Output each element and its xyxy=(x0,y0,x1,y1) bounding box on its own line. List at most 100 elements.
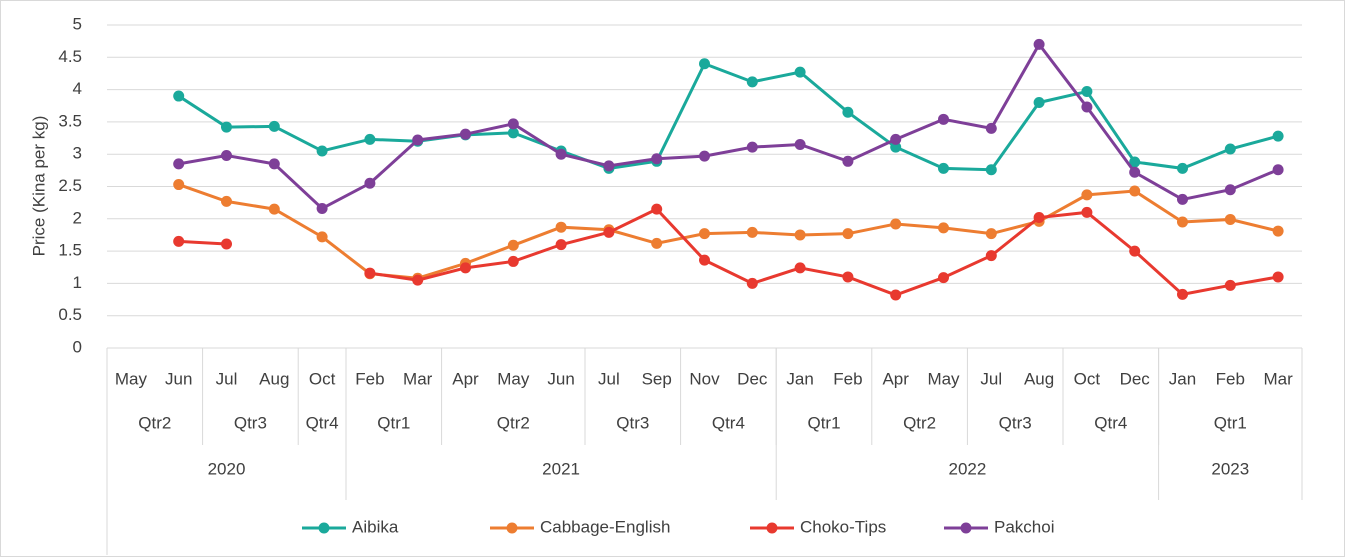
data-point xyxy=(938,272,949,284)
data-point xyxy=(890,289,902,301)
data-point xyxy=(221,149,232,161)
y-tick-label: 4.5 xyxy=(58,47,82,66)
data-point xyxy=(603,226,615,238)
y-tick-label: 4 xyxy=(73,79,82,98)
quarter-label: Qtr1 xyxy=(807,413,840,432)
data-point xyxy=(938,222,949,234)
legend-label: Cabbage-English xyxy=(540,517,670,536)
series-line xyxy=(177,61,1279,172)
x-tick-label: Dec xyxy=(737,369,768,388)
legend-label: Choko-Tips xyxy=(800,517,886,536)
year-label: 2023 xyxy=(1211,459,1249,478)
data-point xyxy=(938,113,949,125)
data-point xyxy=(1033,212,1045,224)
data-point xyxy=(1177,162,1188,174)
data-point xyxy=(316,231,328,243)
data-point xyxy=(1129,156,1141,168)
data-point xyxy=(699,58,710,70)
x-tick-label: Jul xyxy=(980,369,1002,388)
data-point xyxy=(985,164,997,176)
y-tick-label: 0 xyxy=(73,337,82,356)
data-point xyxy=(699,228,710,240)
data-point xyxy=(794,139,806,151)
y-tick-label: 1 xyxy=(73,273,82,292)
data-point xyxy=(1224,213,1236,225)
data-point xyxy=(1272,164,1284,176)
x-tick-label: Nov xyxy=(689,369,720,388)
year-label: 2022 xyxy=(948,459,986,478)
data-point xyxy=(746,226,758,238)
data-point xyxy=(316,145,328,157)
data-point xyxy=(1224,184,1236,196)
series-line xyxy=(178,41,1279,211)
x-tick-label: Sep xyxy=(642,369,672,388)
data-point xyxy=(1224,143,1236,155)
data-point xyxy=(699,254,710,266)
quarter-label: Qtr4 xyxy=(306,413,339,432)
data-point xyxy=(173,179,185,191)
data-point xyxy=(651,203,663,215)
quarter-label: Qtr2 xyxy=(138,413,171,432)
data-point xyxy=(1081,189,1093,201)
data-point xyxy=(1129,185,1141,197)
x-tick-label: Jun xyxy=(165,369,192,388)
year-label: 2021 xyxy=(542,459,580,478)
data-point xyxy=(746,141,758,153)
x-tick-label: Apr xyxy=(452,369,479,388)
data-point xyxy=(699,150,710,162)
quarter-label: Qtr4 xyxy=(712,413,745,432)
x-tick-label: Jul xyxy=(598,369,620,388)
data-point xyxy=(173,235,185,247)
quarter-label: Qtr2 xyxy=(903,413,936,432)
y-axis-label: Price (Kina per kg) xyxy=(29,116,48,257)
data-point xyxy=(507,118,519,130)
data-point xyxy=(1081,86,1093,98)
data-point xyxy=(173,158,185,170)
data-point xyxy=(985,228,997,240)
quarter-label: Qtr1 xyxy=(1214,413,1247,432)
data-point xyxy=(268,158,280,170)
y-tick-label: 0.5 xyxy=(58,305,82,324)
y-tick-label: 1.5 xyxy=(58,241,82,260)
x-tick-label: Apr xyxy=(882,369,909,388)
data-point xyxy=(1081,101,1093,113)
x-tick-label: Mar xyxy=(1263,369,1293,388)
legend-marker xyxy=(960,522,972,534)
data-point xyxy=(603,160,615,172)
legend-marker xyxy=(506,522,518,534)
data-point xyxy=(221,195,232,207)
data-point xyxy=(555,239,567,251)
data-point xyxy=(842,271,854,283)
data-point xyxy=(268,203,280,215)
quarter-label: Qtr3 xyxy=(999,413,1032,432)
data-point xyxy=(507,255,519,267)
x-tick-label: Jul xyxy=(216,369,238,388)
data-point xyxy=(412,134,424,146)
data-point xyxy=(1272,271,1284,283)
y-tick-label: 5 xyxy=(73,14,82,33)
data-point xyxy=(221,121,232,133)
data-point xyxy=(1224,279,1236,291)
quarter-label: Qtr2 xyxy=(497,413,530,432)
data-point xyxy=(985,122,997,134)
legend-marker xyxy=(766,522,778,534)
data-point xyxy=(364,267,376,279)
data-point xyxy=(842,228,854,240)
y-tick-label: 2 xyxy=(73,208,82,227)
x-tick-label: May xyxy=(115,369,148,388)
series-line xyxy=(178,207,1279,297)
data-point xyxy=(842,155,854,167)
data-point xyxy=(1177,216,1188,228)
data-point xyxy=(1272,130,1284,142)
data-point xyxy=(890,133,902,145)
year-label: 2020 xyxy=(208,459,246,478)
legend-label: Pakchoi xyxy=(994,517,1054,536)
data-point xyxy=(460,262,471,274)
x-tick-label: Feb xyxy=(355,369,384,388)
x-tick-label: Mar xyxy=(403,369,433,388)
data-point xyxy=(221,238,232,250)
data-point xyxy=(746,76,758,88)
data-point xyxy=(507,239,519,251)
legend-label: Aibika xyxy=(352,517,399,536)
x-tick-label: Jun xyxy=(547,369,574,388)
